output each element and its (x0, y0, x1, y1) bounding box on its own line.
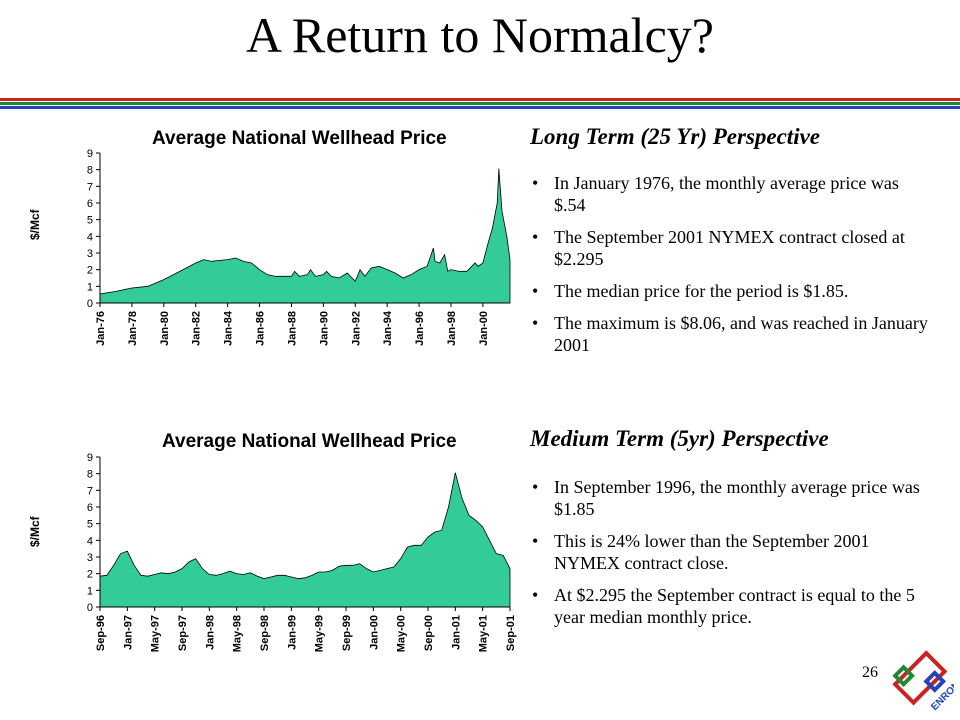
long-term-bullet: The maximum is $8.06, and was reached in… (528, 312, 928, 356)
enron-logo: ENRON (892, 650, 954, 713)
x-tick-label: Jan-01 (450, 615, 462, 650)
y-tick-label: 7 (87, 485, 93, 497)
title-rule-blue (0, 106, 960, 109)
y-tick-label: 2 (87, 569, 93, 581)
y-tick-label: 7 (87, 181, 93, 193)
x-tick-label: Jan-76 (95, 311, 107, 346)
x-tick-label: May-98 (232, 615, 244, 652)
title-rule-red (0, 98, 960, 101)
y-tick-label: 9 (87, 452, 93, 464)
y-tick-label: 5 (87, 215, 93, 227)
long-term-bullet: The median price for the period is $1.85… (528, 280, 928, 302)
y-tick-label: 2 (87, 265, 93, 277)
y-tick-label: 8 (87, 469, 93, 481)
y-tick-label: 1 (87, 585, 93, 597)
y-tick-label: 3 (87, 248, 93, 260)
x-tick-label: May-99 (314, 615, 326, 652)
chart1-title: Average National Wellhead Price (152, 128, 447, 149)
chart1-svg: 0 1 2 3 4 5 6 7 8 9 Jan-76 Jan-78 Jan-80 Jan-82 Jan-84… (87, 148, 511, 346)
x-tick-label: Sep-97 (177, 615, 189, 651)
long-term-bullet: In January 1976, the monthly average pri… (528, 172, 928, 216)
long-term-heading: Long Term (25 Yr) Perspective (530, 124, 821, 149)
x-tick-label: Jan-00 (368, 615, 380, 650)
title-rule-green (0, 102, 960, 105)
x-tick-label: Jan-92 (350, 311, 362, 346)
y-tick-label: 8 (87, 165, 93, 177)
x-tick-label: Jan-98 (446, 311, 458, 346)
x-tick-label: Sep-99 (341, 615, 353, 651)
y-tick-label: 0 (87, 602, 93, 614)
medium-term-bullet: This is 24% lower than the September 200… (528, 530, 928, 574)
x-tick-label: Sep-00 (423, 615, 435, 651)
x-tick-label: Jan-99 (286, 615, 298, 650)
y-tick-label: 3 (87, 552, 93, 564)
price-area (99, 168, 511, 304)
long-term-bullet: The September 2001 NYMEX contract closed… (528, 226, 928, 270)
chart2-title: Average National Wellhead Price (162, 431, 457, 452)
x-tick-label: May-97 (150, 615, 162, 652)
x-tick-label: Jan-78 (127, 311, 139, 346)
page-number: 26 (862, 664, 878, 681)
medium-term-heading: Medium Term (5yr) Perspective (530, 426, 829, 451)
x-tick-label: Jan-98 (204, 615, 216, 650)
y-tick-label: 9 (87, 148, 93, 160)
chart1-ylabel: $/Mcf (28, 209, 42, 240)
x-tick-label: May-01 (478, 615, 490, 652)
slide-title: A Return to Normalcy? (246, 7, 714, 63)
x-tick-label: Jan-97 (122, 615, 134, 650)
y-tick-label: 6 (87, 502, 93, 514)
medium-term-bullet: In September 1996, the monthly average p… (528, 476, 928, 520)
x-tick-label: Jan-84 (223, 310, 235, 346)
x-tick-label: Jan-96 (414, 311, 426, 346)
price-area (99, 472, 511, 608)
y-tick-label: 4 (87, 535, 93, 547)
medium-term-bullets: In September 1996, the monthly average p… (528, 476, 928, 638)
x-tick-label: Sep-96 (95, 615, 107, 651)
x-tick-label: May-00 (396, 615, 408, 652)
x-tick-label: Jan-00 (478, 311, 490, 346)
long-term-bullets: In January 1976, the monthly average pri… (528, 172, 928, 366)
x-tick-label: Jan-82 (191, 311, 203, 346)
x-tick-label: Jan-90 (318, 311, 330, 346)
x-tick-label: Jan-86 (255, 311, 267, 346)
y-tick-label: 5 (87, 519, 93, 531)
y-tick-label: 0 (87, 298, 93, 310)
y-tick-label: 4 (87, 231, 93, 243)
x-tick-label: Jan-94 (382, 310, 394, 346)
x-tick-label: Sep-01 (505, 615, 517, 651)
chart2-ylabel: $/Mcf (28, 516, 42, 547)
chart2-svg: 0 1 2 3 4 5 6 7 8 9 Sep-96 Jan-97 May-97 Sep-97 Jan-98… (87, 452, 517, 652)
x-tick-label: Sep-98 (259, 615, 271, 651)
y-tick-label: 1 (87, 281, 93, 293)
medium-term-bullet: At $2.295 the September contract is equa… (528, 584, 928, 628)
x-tick-label: Jan-88 (286, 311, 298, 346)
x-tick-label: Jan-80 (159, 311, 171, 346)
y-tick-label: 6 (87, 198, 93, 210)
